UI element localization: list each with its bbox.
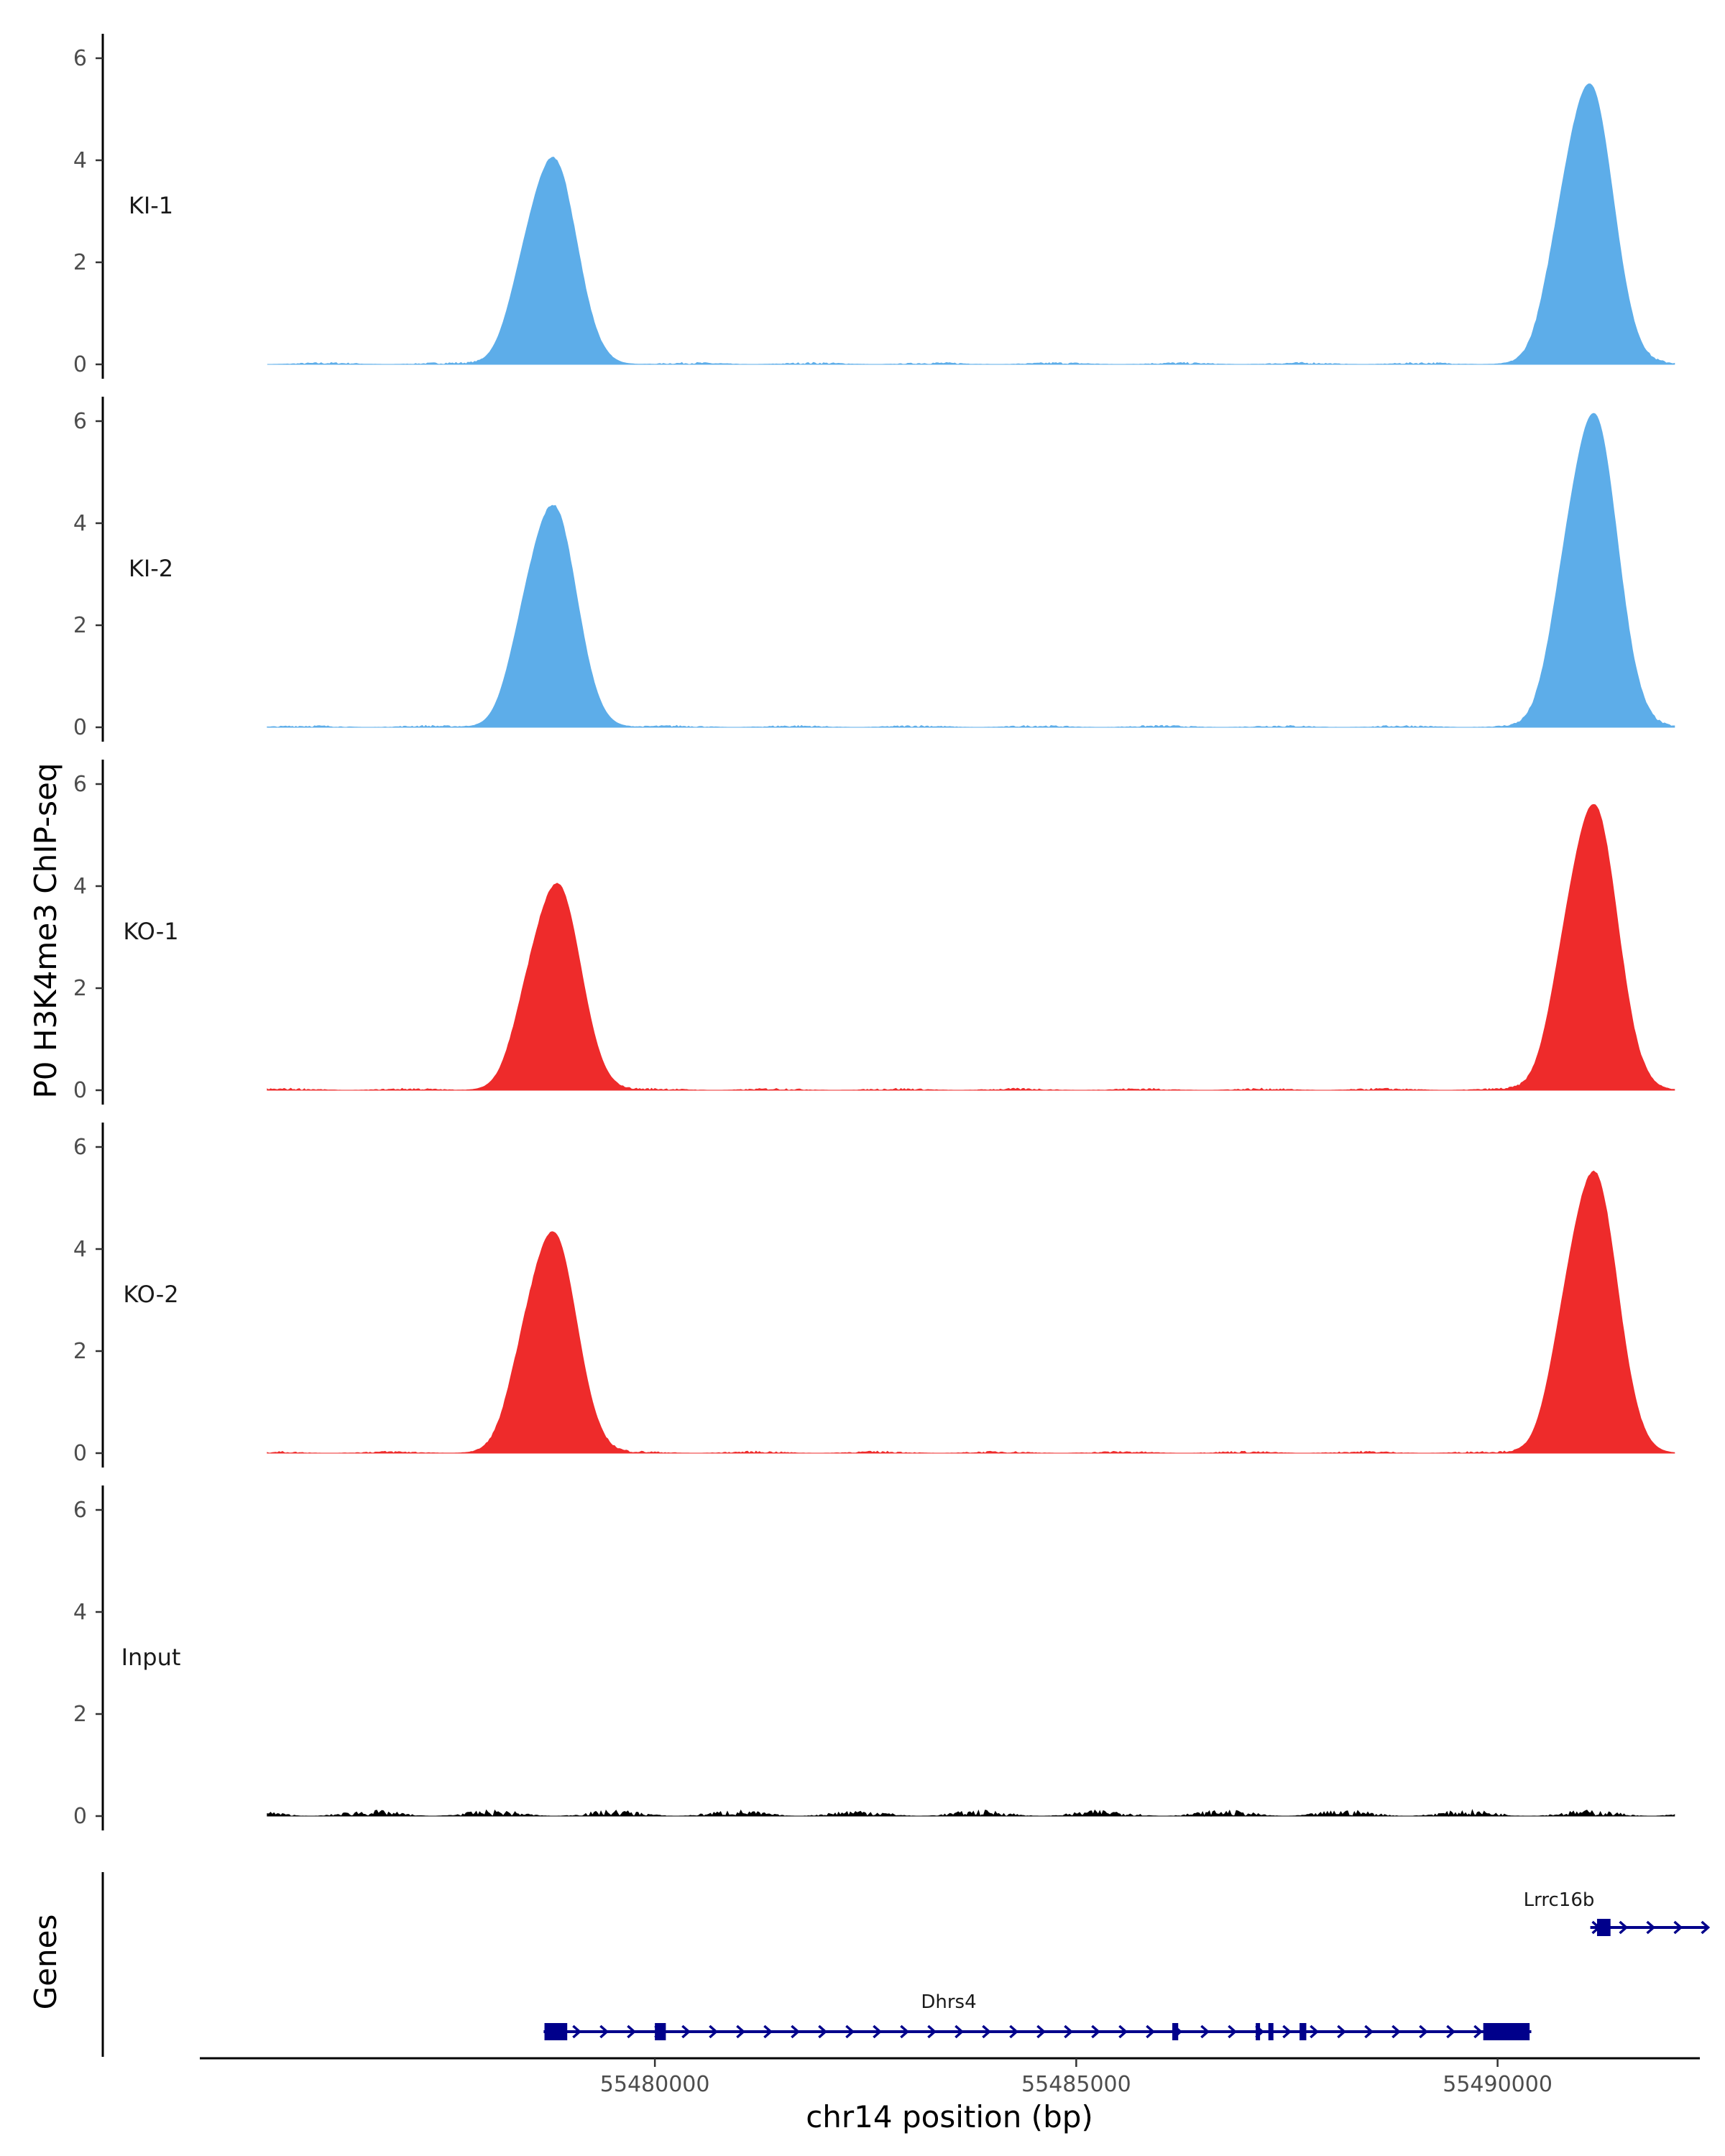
y-tick-label: 6 [73, 46, 87, 71]
strand-arrow [1619, 1920, 1629, 1935]
strand-arrow [599, 2024, 610, 2039]
y-tick-label: 4 [73, 148, 87, 173]
coverage-tracks: 0 2 4 6 KI-1 0 2 4 6 KI-2 0 2 4 6 KO-1 0 2 4 6 KO-2 0 2 4 6 Inpu… [73, 34, 1675, 1830]
strand-arrow [900, 2024, 910, 2039]
coverage-area [267, 413, 1675, 728]
y-tick-label: 2 [73, 250, 87, 275]
strand-arrow [1064, 2024, 1074, 2039]
gene-name-label: Dhrs4 [921, 1991, 976, 2013]
exon-block [1256, 2023, 1261, 2040]
genes-axis-title: Genes [28, 1915, 63, 2010]
strand-arrow [1701, 1920, 1711, 1935]
genes-title-text: Genes [28, 1915, 63, 2010]
y-tick-label: 0 [73, 1078, 87, 1103]
track-label: KO-2 [123, 1281, 178, 1308]
strand-arrow [1091, 2024, 1101, 2039]
y-tick-label: 4 [73, 511, 87, 536]
track-ko-1: 0 2 4 6 KO-1 [73, 760, 1675, 1105]
strand-arrow [736, 2024, 746, 2039]
y-tick-label: 6 [73, 409, 87, 434]
y-tick-label: 2 [73, 1339, 87, 1364]
gene-lrrc16b: Lrrc16b [1524, 1889, 1711, 1936]
y-tick-label: 4 [73, 1237, 87, 1262]
x-tick-label: 55490000 [1443, 2072, 1552, 2097]
track-ki-1: 0 2 4 6 KI-1 [73, 34, 1675, 379]
gene-dhrs4: Dhrs4 [543, 1991, 1532, 2040]
y-tick-label: 2 [73, 613, 87, 638]
track-label: KI-1 [129, 192, 173, 219]
track-label: Input [121, 1644, 181, 1671]
exon-block [655, 2023, 666, 2040]
coverage-area [267, 803, 1675, 1091]
exon-block [1483, 2023, 1530, 2040]
y-tick-label: 0 [73, 1441, 87, 1466]
y-tick-label: 6 [73, 1498, 87, 1523]
strand-arrow [1673, 1920, 1683, 1935]
coverage-area [267, 1170, 1675, 1454]
y-tick-label: 0 [73, 352, 87, 377]
strand-arrow [873, 2024, 883, 2039]
x-tick-label: 55485000 [1021, 2072, 1131, 2097]
y-tick-label: 4 [73, 1600, 87, 1625]
strand-arrow [927, 2024, 937, 2039]
track-input: 0 2 4 6 Input [73, 1485, 1675, 1830]
exon-block [1172, 2023, 1179, 2040]
strand-arrow [1009, 2024, 1019, 2039]
strand-arrow [1646, 1920, 1656, 1935]
track-label: KO-1 [123, 918, 178, 945]
y-tick-label: 2 [73, 1702, 87, 1727]
strand-arrow [1200, 2024, 1210, 2039]
strand-arrow [1337, 2024, 1347, 2039]
strand-arrow [1228, 2024, 1238, 2039]
strand-arrow [681, 2024, 691, 2039]
strand-arrow [1146, 2024, 1156, 2039]
coverage-area [267, 1809, 1675, 1818]
strand-arrow [1118, 2024, 1128, 2039]
strand-arrow [627, 2024, 637, 2039]
gene-name-label: Lrrc16b [1524, 1889, 1595, 1911]
x-axis-title: chr14 position (bp) [806, 2099, 1093, 2134]
exon-block [1596, 1919, 1611, 1936]
x-tick-label: 55480000 [600, 2072, 710, 2097]
coverage-area [267, 83, 1675, 365]
exon-block [1268, 2023, 1274, 2040]
gene-track: Dhrs4 Lrrc16b [101, 1872, 1711, 2057]
track-ki-2: 0 2 4 6 KI-2 [73, 397, 1675, 742]
strand-arrow [954, 2024, 965, 2039]
strand-arrow [818, 2024, 828, 2039]
strand-arrow [1392, 2024, 1402, 2039]
y-tick-label: 0 [73, 715, 87, 740]
exon-block [1300, 2023, 1307, 2040]
strand-arrow [1473, 2024, 1484, 2039]
track-ko-2: 0 2 4 6 KO-2 [73, 1123, 1675, 1468]
y-tick-label: 6 [73, 772, 87, 797]
y-tick-label: 4 [73, 874, 87, 899]
strand-arrow [1310, 2024, 1320, 2039]
y-tick-label: 6 [73, 1135, 87, 1160]
exon-block [544, 2023, 568, 2040]
track-label: KI-2 [129, 555, 173, 582]
y-tick-label: 0 [73, 1804, 87, 1829]
strand-arrow [763, 2024, 773, 2039]
strand-arrow [572, 2024, 582, 2039]
strand-arrow [1364, 2024, 1374, 2039]
y-axis-title: P0 H3K4me3 ChIP-seq [28, 763, 63, 1098]
y-tick-label: 2 [73, 976, 87, 1001]
strand-arrow [982, 2024, 992, 2039]
strand-arrow [1036, 2024, 1046, 2039]
x-axis: 55480000 55485000 55490000 [200, 2057, 1700, 2097]
y-axis-title-text: P0 H3K4me3 ChIP-seq [28, 763, 63, 1098]
strand-arrow [1282, 2024, 1292, 2039]
strand-arrow [845, 2024, 855, 2039]
strand-arrow [1446, 2024, 1456, 2039]
strand-arrow [1419, 2024, 1429, 2039]
strand-arrow [791, 2024, 801, 2039]
strand-arrow [709, 2024, 719, 2039]
